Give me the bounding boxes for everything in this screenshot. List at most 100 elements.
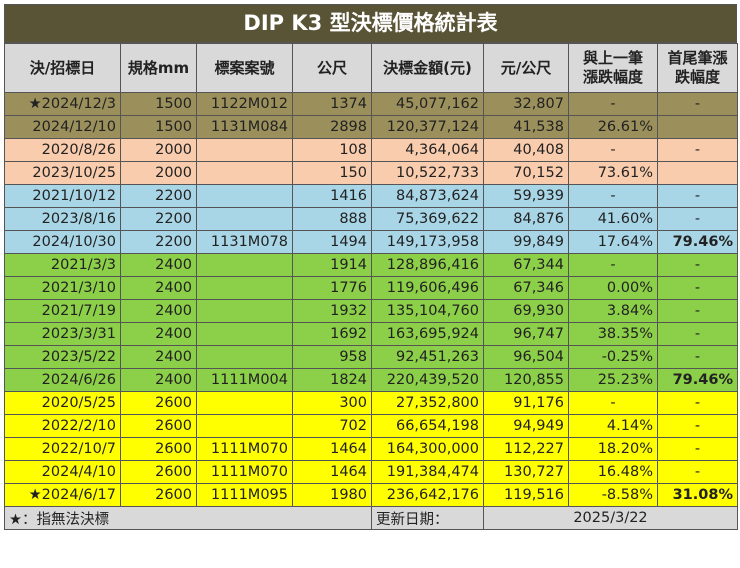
cell-amount: 92,451,263 bbox=[371, 345, 484, 369]
cell-size: 2600 bbox=[120, 460, 197, 484]
cell-amount: 75,369,622 bbox=[371, 207, 484, 231]
cell-meters: 702 bbox=[292, 414, 372, 438]
cell-meters: 1980 bbox=[292, 483, 372, 507]
table-row: 2022/2/10 2600 702 66,654,198 94,949 4.14% - bbox=[4, 414, 738, 438]
cell-case bbox=[196, 299, 293, 323]
header-case: 標案案號 bbox=[196, 43, 293, 93]
cell-total-change: - bbox=[657, 391, 738, 415]
price-table: 決/招標日 規格mm 標案案號 公尺 決標金額(元) 元/公尺 與上一筆 漲跌幅… bbox=[4, 43, 738, 530]
header-meters: 公尺 bbox=[292, 43, 372, 93]
cell-case bbox=[196, 414, 293, 438]
table-row: 2023/10/25 2000 150 10,522,733 70,152 73.61% bbox=[4, 161, 738, 185]
table-row: 2023/3/31 2400 1692 163,695,924 96,747 38.35%… bbox=[4, 322, 738, 346]
cell-total-change: - bbox=[657, 437, 738, 461]
cell-change: 3.84% bbox=[568, 299, 658, 323]
cell-date: 2021/3/10 bbox=[4, 276, 121, 300]
cell-case bbox=[196, 253, 293, 277]
cell-date: 2022/2/10 bbox=[4, 414, 121, 438]
cell-change: - bbox=[568, 253, 658, 277]
cell-amount: 4,364,064 bbox=[371, 138, 484, 162]
cell-amount: 27,352,800 bbox=[371, 391, 484, 415]
cell-amount: 163,695,924 bbox=[371, 322, 484, 346]
cell-total-change: - bbox=[657, 253, 738, 277]
cell-date: ★2024/12/3 bbox=[4, 92, 121, 116]
header-amount: 決標金額(元) bbox=[371, 43, 484, 93]
cell-total-change bbox=[657, 161, 738, 185]
cell-case bbox=[196, 138, 293, 162]
cell-total-change: - bbox=[657, 207, 738, 231]
cell-per-meter: 59,939 bbox=[483, 184, 569, 208]
cell-date: 2020/8/26 bbox=[4, 138, 121, 162]
cell-size: 2000 bbox=[120, 138, 197, 162]
cell-per-meter: 94,949 bbox=[483, 414, 569, 438]
table-row: 2022/10/7 2600 1111M070 1464 164,300,000 112,… bbox=[4, 437, 738, 461]
table-row: 2024/6/26 2400 1111M004 1824 220,439,520 120,… bbox=[4, 368, 738, 392]
cell-per-meter: 67,344 bbox=[483, 253, 569, 277]
cell-per-meter: 130,727 bbox=[483, 460, 569, 484]
cell-total-change: - bbox=[657, 345, 738, 369]
cell-change: 16.48% bbox=[568, 460, 658, 484]
cell-case bbox=[196, 345, 293, 369]
cell-change: 41.60% bbox=[568, 207, 658, 231]
cell-date: 2023/8/16 bbox=[4, 207, 121, 231]
cell-date: 2024/6/26 bbox=[4, 368, 121, 392]
cell-amount: 164,300,000 bbox=[371, 437, 484, 461]
cell-change: 18.20% bbox=[568, 437, 658, 461]
cell-date: 2021/7/19 bbox=[4, 299, 121, 323]
cell-meters: 150 bbox=[292, 161, 372, 185]
cell-case: 1111M004 bbox=[196, 368, 293, 392]
cell-size: 2400 bbox=[120, 345, 197, 369]
cell-case: 1122M012 bbox=[196, 92, 293, 116]
cell-date: 2024/12/10 bbox=[4, 115, 121, 139]
cell-meters: 1494 bbox=[292, 230, 372, 254]
cell-meters: 108 bbox=[292, 138, 372, 162]
cell-size: 1500 bbox=[120, 115, 197, 139]
cell-per-meter: 96,504 bbox=[483, 345, 569, 369]
table-row: 2023/8/16 2200 888 75,369,622 84,876 41.60% - bbox=[4, 207, 738, 231]
cell-meters: 888 bbox=[292, 207, 372, 231]
cell-amount: 66,654,198 bbox=[371, 414, 484, 438]
cell-size: 2600 bbox=[120, 437, 197, 461]
cell-amount: 10,522,733 bbox=[371, 161, 484, 185]
cell-date: 2020/5/25 bbox=[4, 391, 121, 415]
cell-change: - bbox=[568, 138, 658, 162]
header-row: 決/招標日 規格mm 標案案號 公尺 決標金額(元) 元/公尺 與上一筆 漲跌幅… bbox=[4, 43, 738, 93]
cell-change: 4.14% bbox=[568, 414, 658, 438]
table-row: 2021/3/3 2400 1914 128,896,416 67,344- - bbox=[4, 253, 738, 277]
cell-change: 73.61% bbox=[568, 161, 658, 185]
header-change: 與上一筆 漲跌幅度 bbox=[568, 43, 658, 93]
header-size: 規格mm bbox=[120, 43, 197, 93]
cell-case: 1111M070 bbox=[196, 460, 293, 484]
cell-change: -8.58% bbox=[568, 483, 658, 507]
cell-case bbox=[196, 322, 293, 346]
cell-amount: 135,104,760 bbox=[371, 299, 484, 323]
cell-meters: 958 bbox=[292, 345, 372, 369]
cell-meters: 300 bbox=[292, 391, 372, 415]
table-row: ★2024/12/3 1500 1122M012 1374 45,077,162 32,8… bbox=[4, 92, 738, 116]
cell-amount: 191,384,474 bbox=[371, 460, 484, 484]
cell-meters: 1776 bbox=[292, 276, 372, 300]
cell-per-meter: 112,227 bbox=[483, 437, 569, 461]
cell-date: 2023/3/31 bbox=[4, 322, 121, 346]
cell-amount: 119,606,496 bbox=[371, 276, 484, 300]
cell-date: ★2024/6/17 bbox=[4, 483, 121, 507]
table-row: 2021/7/19 2400 1932 135,104,760 69,930 3.84% - bbox=[4, 299, 738, 323]
cell-case bbox=[196, 161, 293, 185]
cell-per-meter: 40,408 bbox=[483, 138, 569, 162]
cell-date: 2024/4/10 bbox=[4, 460, 121, 484]
cell-per-meter: 99,849 bbox=[483, 230, 569, 254]
table-row: 2020/8/26 2000 108 4,364,064 40,408- - bbox=[4, 138, 738, 162]
header-total-change: 首尾筆漲 跌幅度 bbox=[657, 43, 738, 93]
cell-change: 26.61% bbox=[568, 115, 658, 139]
cell-meters: 1932 bbox=[292, 299, 372, 323]
cell-meters: 1464 bbox=[292, 437, 372, 461]
cell-total-change: 79.46% bbox=[657, 368, 738, 392]
cell-size: 2200 bbox=[120, 184, 197, 208]
cell-size: 2600 bbox=[120, 391, 197, 415]
cell-date: 2021/10/12 bbox=[4, 184, 121, 208]
cell-amount: 45,077,162 bbox=[371, 92, 484, 116]
cell-total-change bbox=[657, 115, 738, 139]
header-date: 決/招標日 bbox=[4, 43, 121, 93]
cell-size: 2200 bbox=[120, 230, 197, 254]
cell-size: 2000 bbox=[120, 161, 197, 185]
